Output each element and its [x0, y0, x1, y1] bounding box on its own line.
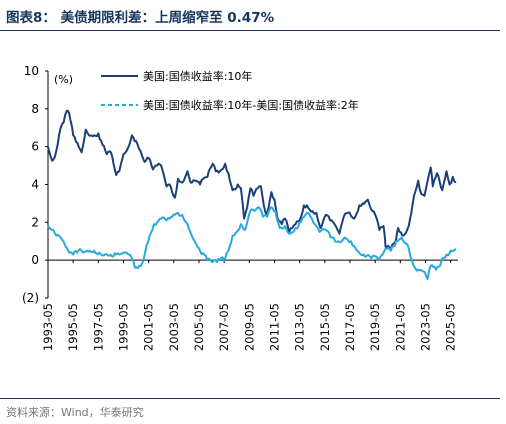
- x-tick-label: 1997-05: [91, 303, 105, 351]
- y-tick-label: 2: [31, 215, 39, 229]
- x-tick-label: 2009-05: [242, 303, 256, 351]
- x-tick-label: 1999-05: [116, 303, 130, 351]
- y-tick-label: 10: [24, 64, 39, 78]
- x-tick-label: 2011-05: [267, 303, 281, 351]
- source-note: 资料来源：Wind，华泰研究: [6, 406, 144, 419]
- x-tick-label: 2019-05: [368, 303, 382, 351]
- y-tick-label: (2): [22, 291, 39, 305]
- y-tick-label: 8: [31, 102, 39, 116]
- x-tick-label: 1993-05: [41, 303, 55, 351]
- figure-title: 图表8： 美债期限利差：上周缩窄至 0.47%: [6, 10, 275, 26]
- x-tick-label: 2001-05: [142, 303, 156, 351]
- line-chart: 10 8 6 4 2 0 (2) 1993-05 1995-05 1997-05 1999-05 2…: [22, 64, 458, 351]
- x-tick-label: 2023-05: [418, 303, 432, 351]
- series-line-spread: [47, 206, 457, 281]
- source-divider: [0, 398, 500, 399]
- x-tick-label: 2003-05: [167, 303, 181, 351]
- y-tick-label: 0: [31, 253, 39, 267]
- y-unit-label: (%): [54, 73, 73, 86]
- chart-series: [47, 109, 457, 281]
- x-tick-label: 2025-05: [444, 303, 458, 351]
- x-tick-label: 2013-05: [293, 303, 307, 351]
- chart-xticks: 1993-05 1995-05 1997-05 1999-05 2001-05 2003-…: [41, 260, 458, 351]
- x-tick-label: 1995-05: [66, 303, 80, 351]
- y-tick-label: 6: [31, 140, 39, 154]
- x-tick-label: 2017-05: [343, 303, 357, 351]
- title-divider: [0, 30, 500, 31]
- legend-label: 美国:国债收益率:10年: [143, 69, 252, 83]
- series-line-10y: [47, 109, 457, 250]
- chart-yticks: 10 8 6 4 2 0 (2): [22, 64, 48, 305]
- x-tick-label: 2005-05: [192, 303, 206, 351]
- x-tick-label: 2015-05: [318, 303, 332, 351]
- x-tick-label: 2021-05: [393, 303, 407, 351]
- y-tick-label: 4: [31, 178, 39, 192]
- legend-label: 美国:国债收益率:10年-美国:国债收益率:2年: [143, 98, 359, 112]
- x-tick-label: 2007-05: [217, 303, 231, 351]
